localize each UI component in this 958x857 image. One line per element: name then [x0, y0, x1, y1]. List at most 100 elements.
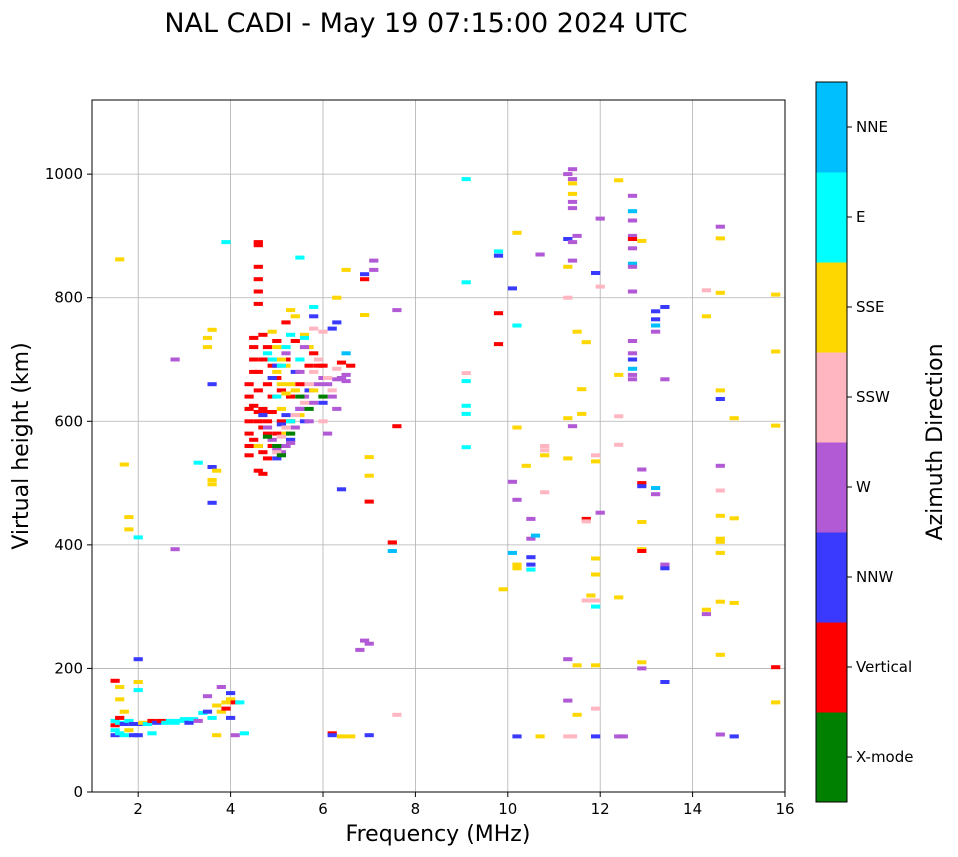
colorbar-segment	[816, 622, 847, 713]
data-point	[207, 715, 217, 720]
data-point	[651, 309, 661, 314]
data-point	[267, 410, 277, 414]
data-point	[526, 562, 536, 567]
x-tick-label: 14	[683, 800, 702, 818]
data-point	[651, 492, 661, 497]
data-point	[461, 371, 471, 376]
data-point	[290, 314, 300, 319]
data-point	[244, 394, 254, 399]
data-point	[267, 376, 277, 380]
data-point	[133, 733, 143, 738]
data-point	[591, 453, 601, 458]
data-point	[147, 731, 157, 736]
x-tick-label: 10	[498, 800, 517, 818]
data-point	[276, 382, 286, 387]
data-point	[304, 419, 314, 424]
data-point	[262, 351, 273, 356]
data-point	[332, 295, 342, 300]
data-point	[567, 177, 578, 182]
data-point	[119, 709, 129, 714]
data-point	[249, 357, 259, 362]
data-point	[567, 206, 578, 211]
data-point	[336, 376, 347, 380]
data-point	[701, 607, 711, 612]
data-point	[729, 734, 739, 739]
data-point	[286, 332, 296, 337]
data-point	[309, 388, 319, 393]
colorbar-segment	[816, 352, 847, 443]
data-point	[290, 425, 300, 430]
data-point	[627, 357, 638, 362]
y-tick-label: 600	[54, 412, 83, 430]
data-point	[281, 425, 291, 430]
data-point	[493, 253, 504, 258]
colorbar-label: Azimuth Direction	[923, 343, 948, 540]
data-point	[715, 388, 725, 393]
data-point	[586, 593, 596, 598]
data-point	[595, 284, 605, 289]
data-point	[627, 339, 638, 343]
data-point	[567, 424, 578, 429]
data-point	[572, 663, 582, 668]
data-point	[521, 463, 531, 468]
data-point	[249, 335, 259, 340]
data-point	[540, 448, 550, 453]
x-axis-ticks: 2 4 6 8 10 12 14 16	[133, 792, 795, 818]
data-point	[179, 717, 189, 722]
data-point	[207, 482, 217, 487]
data-point	[614, 442, 624, 447]
data-point	[272, 450, 282, 455]
data-point	[262, 431, 273, 436]
data-point	[318, 329, 328, 334]
data-point	[272, 339, 282, 343]
data-point	[193, 460, 203, 465]
data-point	[493, 311, 504, 316]
data-point	[244, 444, 254, 448]
data-point	[341, 379, 351, 384]
data-point	[262, 425, 273, 430]
colorbar-segment	[816, 82, 847, 173]
data-point	[119, 722, 129, 726]
data-point	[281, 345, 291, 350]
data-point	[207, 465, 217, 469]
data-point	[341, 267, 351, 272]
data-point	[267, 357, 277, 362]
data-point	[627, 377, 638, 382]
data-point	[715, 539, 725, 544]
data-point	[563, 698, 573, 703]
data-point	[563, 237, 573, 241]
data-point	[364, 455, 374, 460]
data-point	[461, 379, 471, 384]
data-point	[133, 657, 143, 662]
data-point	[567, 191, 578, 196]
data-point	[253, 444, 263, 448]
data-point	[244, 419, 254, 424]
data-point	[212, 733, 222, 738]
data-point	[110, 728, 120, 733]
data-point	[207, 327, 217, 332]
data-point	[627, 351, 638, 356]
data-point	[567, 258, 578, 263]
data-point	[281, 444, 291, 448]
data-point	[360, 272, 370, 277]
plot-area-frame	[91, 99, 786, 793]
data-point	[202, 335, 213, 340]
data-point	[387, 549, 397, 553]
data-point	[244, 382, 254, 387]
colorbar-category-label: SSE	[856, 298, 885, 316]
data-point	[341, 372, 351, 377]
data-point	[715, 224, 725, 229]
data-point	[212, 703, 222, 708]
data-point	[286, 431, 296, 436]
data-point	[262, 382, 273, 387]
data-point	[627, 209, 638, 214]
data-point	[581, 340, 591, 345]
data-point	[253, 468, 263, 473]
data-point	[286, 382, 296, 387]
data-point	[115, 715, 125, 720]
data-point	[715, 236, 725, 241]
data-point	[530, 533, 541, 538]
data-point	[281, 351, 291, 356]
data-point	[614, 372, 624, 377]
data-point	[461, 403, 471, 408]
